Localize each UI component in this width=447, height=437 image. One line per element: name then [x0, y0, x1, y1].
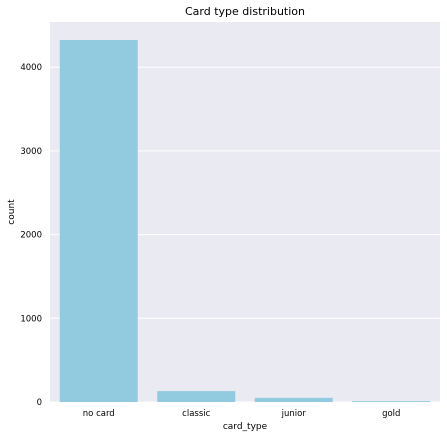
y-tick-label: 4000: [20, 63, 42, 73]
bar-no-card: [59, 39, 138, 402]
x-tick-label: gold: [382, 409, 400, 419]
y-tick-label: 3000: [20, 147, 42, 157]
y-axis-ticks: 0 1000 2000 3000 4000: [20, 63, 42, 408]
bar-classic: [157, 391, 236, 402]
x-tick-label: no card: [83, 409, 115, 419]
x-axis-ticks: no card classic junior gold: [83, 409, 401, 419]
x-tick-label: junior: [281, 409, 307, 419]
bar-gold: [352, 401, 431, 402]
y-tick-label: 2000: [20, 231, 42, 241]
x-tick-label: classic: [182, 409, 210, 419]
y-tick-label: 0: [37, 398, 42, 408]
y-axis-label: count: [7, 199, 17, 225]
y-tick-label: 1000: [20, 314, 42, 324]
bars: [59, 39, 431, 402]
x-axis-label: card_type: [223, 422, 268, 432]
chart-title: Card type distribution: [185, 5, 305, 18]
bar-junior: [254, 397, 333, 402]
